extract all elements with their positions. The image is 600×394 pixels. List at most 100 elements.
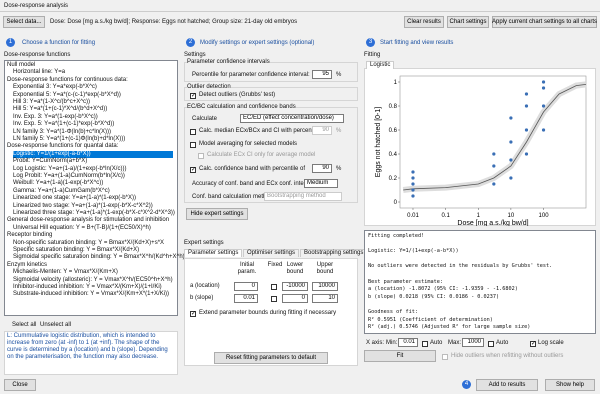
output-line: No outliers were detected in the residua… — [368, 263, 553, 270]
list-item[interactable]: Hill 5: Y=a*(1+(c-1)*X^d/(b^d+X^d)) — [13, 106, 108, 113]
list-item[interactable]: Probit: Y=CumNorm(a+b*X) — [13, 158, 88, 165]
y-tick-label: 0 — [394, 200, 398, 206]
method-select[interactable]: Bootstrapping method — [264, 192, 342, 201]
list-item[interactable]: Weibull: Y=a+(1-a)(1-exp(-b*X^c)) — [13, 180, 104, 187]
data-point — [411, 182, 415, 186]
confidence-band — [402, 81, 587, 193]
list-item[interactable]: Sigmoidal specific saturation binding: Y… — [13, 254, 185, 261]
step-title: Choose a function for fitting — [22, 40, 96, 46]
median-input[interactable]: 90 — [312, 126, 332, 135]
list-item[interactable]: Exponential 5: Y=a*(c-(c-1)*exp(-b*X^d)) — [13, 91, 121, 98]
checkbox[interactable]: ✓ — [190, 167, 197, 173]
list-item[interactable]: Substrate-induced inhibition: Y = Vmax*X… — [13, 291, 170, 298]
list-item[interactable]: Log Logistic: Y=a+(1-a)/(1+exp(-b*ln(X/c… — [13, 165, 127, 172]
label: Conf. band calculation method: — [192, 194, 275, 200]
data-point — [492, 164, 496, 168]
reset-button[interactable]: Reset fitting parameters to default — [214, 352, 328, 364]
list-item[interactable]: Specific saturation binding: Y = Bmax*X/… — [13, 247, 140, 253]
initial-input[interactable]: 0 — [234, 282, 258, 291]
clear-results-button[interactable]: Clear results — [404, 16, 444, 28]
close-button[interactable]: Close — [4, 379, 36, 391]
list-item[interactable]: LN family 3: Y=a*(1-Φ(ln(b)+c*ln(X))) — [13, 128, 112, 135]
list-item[interactable]: Linearized one stage: Y=a+(1-a)*(1-exp(-… — [13, 195, 136, 202]
label: Detect outliers (Grubbs' test) — [199, 92, 276, 98]
output-line — [368, 271, 592, 279]
lower-input[interactable]: -10000 — [282, 282, 308, 291]
group-title: Outlier detection — [187, 84, 231, 91]
tab[interactable]: Bootstrapping settings — [300, 249, 368, 257]
checkbox[interactable] — [488, 341, 494, 347]
fit-button[interactable]: Fit — [364, 350, 436, 362]
data-point — [509, 140, 513, 144]
list-group-header: Enzym kinetics — [7, 261, 48, 268]
data-point — [509, 116, 513, 120]
apply-all-button[interactable]: Apply current chart settings to all char… — [492, 16, 597, 28]
band-input[interactable]: 90 — [312, 164, 332, 173]
calculate-select[interactable]: EC/ED (effect concentration/dose) — [240, 114, 344, 123]
y-tick-label: 1 — [394, 80, 398, 86]
label: Calculate ECx CI only for average model — [207, 152, 316, 158]
min-input[interactable]: 0.01 — [398, 338, 418, 347]
fit-curve — [403, 84, 587, 191]
accuracy-select[interactable]: Medium — [304, 179, 338, 188]
add-results-button[interactable]: Add to results — [476, 379, 538, 391]
tab[interactable]: Parameter settings — [184, 249, 243, 257]
list-item[interactable]: Inv. Exp. 3: Y=a*(1-exp(-b*X^c)) — [13, 113, 98, 120]
list-item[interactable]: Inv. Exp. 5: Y=a*(1+(c-1)*exp(-b*X^d)) — [13, 121, 115, 128]
checkbox[interactable] — [442, 354, 448, 360]
label: Accuracy of conf. band and ECx conf. int… — [192, 181, 319, 187]
list-item[interactable]: Linearized three stage: Y=a+(1-a)*(1-exp… — [13, 210, 175, 216]
checkbox[interactable] — [190, 129, 196, 135]
upper-input[interactable]: 10 — [312, 294, 338, 303]
list-item[interactable]: Sigmoidal velocity (allosteric): Y = Vma… — [13, 276, 173, 283]
list-item[interactable]: Michaelis-Menten: Y = Vmax*X/(Km+X) — [13, 269, 118, 276]
output-line: b (slope) 0.0218 (95% CI: 0.0186 - 0.023… — [368, 293, 500, 300]
list-item[interactable]: Universal Hill equation: Y = B+(T-B)/(1+… — [13, 224, 151, 231]
list-item[interactable]: Inhibitor-induced inhibition: Y = Vmax*X… — [13, 284, 162, 290]
function-list[interactable]: Null model Horizontal line: Y=a Dose-respo… — [4, 60, 185, 316]
data-point — [492, 152, 496, 156]
checkbox[interactable] — [190, 142, 196, 148]
unselect-all-link[interactable]: Unselect all — [40, 322, 72, 328]
initial-input[interactable]: 0.01 — [234, 294, 258, 303]
unit: % — [336, 72, 342, 78]
fixed-checkbox[interactable] — [271, 284, 277, 290]
tab-panel — [184, 258, 358, 366]
label: Extend parameter bounds during fitting i… — [199, 310, 337, 316]
list-item[interactable]: Horizontal line: Y=a — [13, 69, 66, 76]
data-point — [411, 188, 415, 192]
lower-input[interactable]: 0 — [282, 294, 308, 303]
checkbox[interactable] — [198, 153, 204, 159]
hide-expert-button[interactable]: Hide expert settings — [186, 208, 248, 220]
checkbox[interactable]: ✓ — [190, 93, 197, 99]
percentile-input[interactable]: 95 — [312, 70, 332, 79]
label: Hide outliers when refitting without out… — [451, 353, 564, 359]
checkbox[interactable]: ✓ — [530, 341, 537, 347]
fixed-checkbox[interactable] — [271, 296, 277, 302]
show-help-button[interactable]: Show help — [545, 379, 595, 391]
checkbox[interactable] — [422, 341, 428, 347]
tab[interactable]: Optimiser settings — [243, 249, 300, 257]
list-item[interactable]: Log Probit: Y=a+(1-a)CumNorm(b*ln(X/c)) — [13, 173, 125, 179]
list-item[interactable]: Exponential 3: Y=a*exp(-b*X^c) — [13, 84, 97, 91]
list-item[interactable]: Logistic: Y=1/(1+exp(-a-b*X)) — [13, 150, 173, 158]
label: Max: — [448, 340, 462, 346]
upper-input[interactable]: 10000 — [312, 282, 338, 291]
checkbox[interactable]: ✓ — [190, 311, 197, 317]
data-point — [541, 80, 546, 84]
list-item[interactable]: Non-specific saturation binding: Y = Bma… — [13, 239, 165, 246]
list-item[interactable]: Linearized two stage: Y=a+(1-a)*(1-exp(-… — [13, 202, 153, 209]
x-axis-label: Dose [mg a.s./kg bw/d] — [457, 220, 528, 226]
chart-tab[interactable]: Logistic — [366, 61, 395, 69]
list-item[interactable]: Hill 3: Y=a*(1-X^c/(b^c+X^c)) — [13, 99, 91, 105]
list-item[interactable]: Gamma: Y=a+(1-a)CumGam(b*X^c) — [13, 187, 110, 194]
y-axis-label: Eggs not hatched [0-1] — [375, 107, 382, 177]
label: Min: — [386, 340, 398, 346]
chart-settings-button[interactable]: Chart settings — [447, 16, 489, 28]
select-all-link[interactable]: Select all — [12, 322, 37, 328]
output-line — [368, 241, 592, 249]
group-title: Parameter confidence intervals — [187, 59, 270, 66]
list-item[interactable]: LN family 5: Y=a*(1+(c-1)Φ(ln(b)+d*ln(X)… — [13, 136, 126, 142]
select-data-button[interactable]: Select data... — [3, 16, 45, 28]
max-input[interactable]: 1000 — [462, 338, 484, 347]
